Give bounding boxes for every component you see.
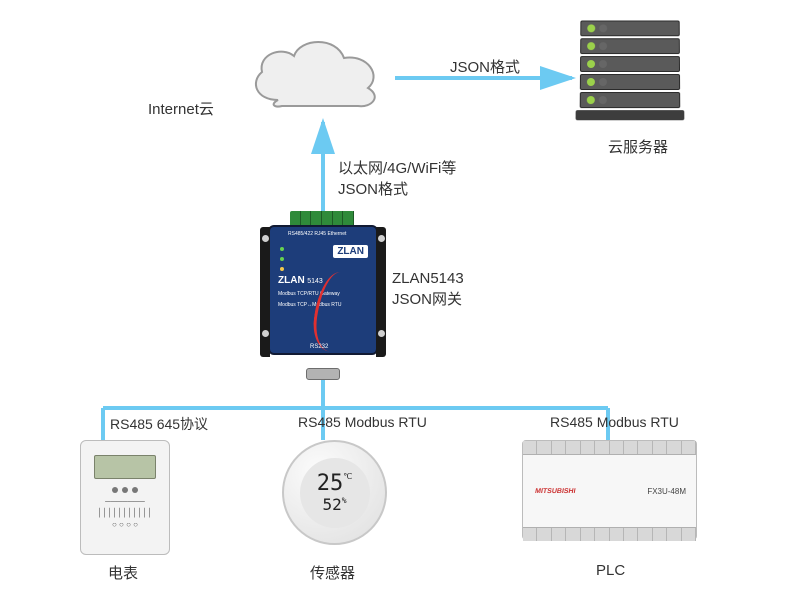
- server-label: 云服务器: [608, 136, 668, 157]
- gateway-terminal-block: [290, 211, 354, 225]
- gateway-db9-port: [306, 368, 340, 380]
- bus-right-label: RS485 Modbus RTU: [550, 414, 679, 430]
- link-cloud-server-label: JSON格式: [450, 56, 520, 77]
- plc-device: MITSUBISHI FX3U-48M: [522, 440, 697, 540]
- gateway-bottom-port: RS232: [310, 344, 328, 350]
- bus-left-label: RS485 645协议: [110, 414, 208, 434]
- cloud-label: Internet云: [148, 98, 214, 119]
- sensor-temp: 25: [317, 471, 344, 496]
- sensor-humidity-unit: %: [342, 496, 347, 505]
- sensor-label: 传感器: [310, 562, 355, 583]
- meter-screen: [94, 455, 156, 479]
- gateway-label-l2: JSON网关: [392, 291, 462, 308]
- gateway-label-l1: ZLAN5143: [392, 270, 464, 287]
- gateway-brand-badge: ZLAN: [333, 245, 368, 258]
- sensor-screen: 25℃ 52%: [300, 458, 370, 528]
- gateway-label: ZLAN5143 JSON网关: [392, 268, 464, 310]
- cloud-icon: [240, 30, 390, 120]
- server-icon: [580, 20, 690, 140]
- gateway-device: RS485/422 RJ45 Ethernet ZLAN ZLAN 5143 M…: [268, 225, 378, 370]
- meter-device: ─────── │││││││││││ ○ ○ ○ ○: [80, 440, 170, 555]
- meter-label: 电表: [108, 562, 138, 583]
- sensor-device: 25℃ 52%: [282, 440, 387, 545]
- sensor-temp-unit: ℃: [343, 472, 352, 481]
- gateway-top-ports: RS485/422 RJ45 Ethernet: [288, 231, 346, 237]
- link-gateway-cloud-l1: 以太网/4G/WiFi等: [338, 160, 456, 177]
- plc-brand: MITSUBISHI: [534, 488, 576, 495]
- plc-label: PLC: [596, 562, 625, 579]
- sensor-humidity: 52: [322, 495, 341, 514]
- link-gateway-cloud-l2: JSON格式: [338, 181, 408, 198]
- plc-model: FX3U-48M: [647, 487, 686, 496]
- bus-mid-label: RS485 Modbus RTU: [298, 414, 427, 430]
- link-gateway-cloud-label: 以太网/4G/WiFi等 JSON格式: [338, 158, 456, 200]
